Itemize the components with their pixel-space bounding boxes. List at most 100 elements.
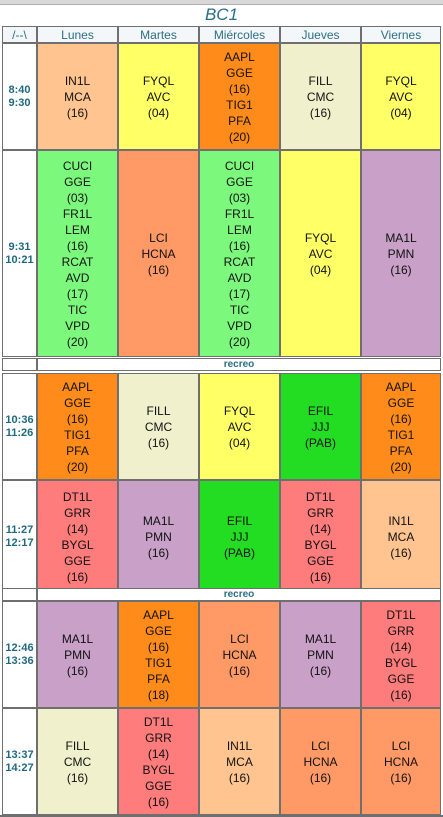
time-end: 11:26 [5,426,34,439]
class-cell-line: RCAT [223,254,256,269]
class-cell[interactable]: MA1L PMN (16) [37,601,118,708]
class-cell-line: CMC [306,89,335,104]
class-cell[interactable]: DT1L GRR (14) BYGL GGE (16) [37,480,118,594]
class-cell[interactable]: FYQL AVC (04) [118,43,199,150]
day-header-jueves: Jueves [280,26,361,43]
class-cell-line: VPD [227,318,252,333]
class-cell[interactable]: FYQL AVC (04) [361,43,441,150]
class-cell-line: MA1L [142,514,175,528]
class-cell[interactable]: LCI HCNA (16) [280,708,361,815]
class-cell-line: (16) [309,570,332,584]
class-cell-line: (16) [66,238,89,253]
day-header-martes: Martes [118,26,199,43]
class-cell[interactable]: IN1L MCA (16) [37,43,118,150]
class-cell-line: EFIL [226,514,253,528]
class-cell[interactable]: DT1L GRR (14) BYGL GGE (16) [118,708,199,815]
class-cell-line: (16) [228,238,251,253]
class-cell[interactable]: LCI HCNA (16) [118,150,199,357]
class-cell-line: (17) [66,286,89,301]
class-cell-line: VPD [65,318,90,333]
time-start: 9:31 [8,240,31,253]
class-cell-line: FYQL [223,403,256,418]
class-cell[interactable]: FILL CMC (16) [118,373,199,480]
class-cell-line: (20) [66,334,89,349]
time-start: 11:27 [5,524,34,536]
class-cell[interactable]: MA1L PMN (16) [280,601,361,708]
class-cell-line: JJJ [311,419,330,434]
class-cell[interactable]: FYQL AVC (04) [280,150,361,357]
bottom-border [0,815,443,817]
class-cell-line: FR1L [62,206,93,221]
class-cell-line: FYQL [142,73,175,88]
corner-header: /--\ [2,26,37,43]
class-cell-line: (16) [147,546,170,560]
class-cell-line: (16) [390,262,412,277]
class-cell[interactable]: DT1L GRR (14) BYGL GGE (16) [280,480,361,594]
class-cell[interactable]: IN1L MCA (16) [361,480,441,594]
class-cell[interactable]: DT1L GRR (14) BYGL GGE (16) [361,601,441,708]
class-cell-line: AAPL [224,49,255,64]
class-cell-line: GGE [307,554,334,568]
class-cell-line: PFA [389,443,413,458]
recess-gutter [2,588,37,601]
time-start: 8:40 [8,83,31,96]
time-end: 9:30 [8,96,31,109]
class-cell[interactable]: AAPL GGE (16) TIG1 PFA (20) [37,373,118,480]
class-cell-line: (16) [390,687,412,702]
class-cell[interactable]: FILL CMC (16) [280,43,361,150]
class-cell-line: DT1L [305,490,336,504]
class-cell-line: GRR [64,506,91,520]
class-cell-line: (16) [228,770,251,785]
class-cell[interactable]: IN1L MCA (16) [199,708,280,815]
class-cell-line: (16) [147,794,170,809]
class-cell-line: AVD [65,270,90,285]
class-cell-line: GGE [387,395,415,410]
class-cell-line: (16) [228,663,251,678]
class-cell[interactable]: CUCI GGE (03) FR1L LEM (16) RCAT AVD (17) TIC VPD(… [199,150,280,357]
class-cell[interactable]: LCI HCNA (16) [361,708,441,815]
class-cell-line: LCI [311,738,330,753]
recess-bar: recreo [37,588,441,601]
class-cell-line: PMN [64,647,91,662]
class-cell[interactable]: LCI HCNA (16) [199,601,280,708]
class-cell[interactable]: EFIL JJJ (PAB) [280,373,361,480]
class-cell-line: (PAB) [223,546,256,560]
recess-gutter [2,358,37,371]
class-cell[interactable]: AAPL GGE (16) TIG1 PFA (20) [361,373,441,480]
class-cell-line: FYQL [304,230,337,245]
class-cell-line: PMN [307,647,334,662]
class-cell-line: (16) [66,411,89,426]
class-cell[interactable]: MA1L PMN (16) [118,480,199,594]
class-cell[interactable]: AAPL GGE (16) TIG1 PFA (18) [118,601,199,708]
top-strip [0,0,443,5]
class-cell-line: (16) [309,770,332,785]
time-start: 12:46 [5,641,34,654]
class-cell[interactable]: FILL CMC (16) [37,708,118,815]
class-cell-line: (20) [390,459,412,474]
class-cell-line: IN1L [388,514,414,528]
time-slot: 13:37 14:27 [2,708,37,815]
class-cell-line: LCI [391,738,411,753]
class-cell-line: (03) [66,190,89,205]
class-cell[interactable]: AAPL GGE (16) TIG1 PFA (20) [199,43,280,150]
class-cell-line: TIG1 [145,655,172,670]
class-cell-line: FYQL [385,73,417,88]
class-cell-line: IN1L [226,738,253,753]
class-cell-line: (16) [66,663,89,678]
class-cell-line: (16) [66,570,89,584]
class-cell-line: PFA [147,671,170,686]
class-cell[interactable]: MA1L PMN (16) [361,150,441,357]
class-cell[interactable]: CUCI GGE (03) FR1L LEM (16) RCAT AVD (17) TIC VPD(… [37,150,118,357]
class-cell-line: (03) [228,190,251,205]
class-cell-line: (17) [228,286,251,301]
day-header-viernes: Viernes [361,26,441,43]
class-cell-line: HCNA [383,754,418,769]
class-cell-line: (04) [147,105,170,120]
class-cell-line: DT1L [143,714,174,729]
class-cell-line: FILL [308,73,333,88]
class-cell[interactable]: FYQL AVC (04) [199,373,280,480]
class-cell-line: (04) [390,105,412,120]
class-cell-line: (16) [309,663,332,678]
class-cell-line: MA1L [385,230,417,245]
class-cell[interactable]: EFIL JJJ (PAB) [199,480,280,594]
